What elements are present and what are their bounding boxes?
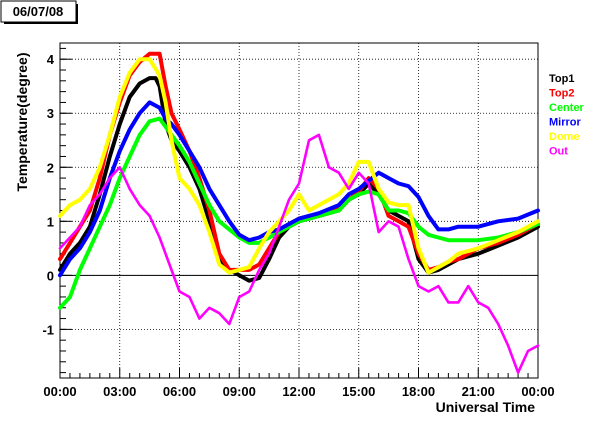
legend-entry-top1: Top1 <box>549 73 574 85</box>
x-tick-label: 03:00 <box>103 384 136 399</box>
x-axis-title: Universal Time <box>436 399 536 415</box>
series-line-center <box>58 116 540 310</box>
x-tick-label: 15:00 <box>342 384 375 399</box>
y-tick-label: 1 <box>47 214 54 229</box>
series-line-top2 <box>58 51 540 272</box>
series-line-out <box>58 133 540 374</box>
legend-entry-top2: Top2 <box>549 88 574 100</box>
x-tick-label: 00:00 <box>43 384 76 399</box>
legend-entry-center: Center <box>549 102 585 114</box>
series-line-mirror <box>58 100 540 278</box>
x-tick-label: 21:00 <box>462 384 495 399</box>
date-label: 06/07/08 <box>13 4 64 19</box>
legend-entry-mirror: Mirror <box>549 117 582 129</box>
legend: Top1 Top2 Center Mirror Dome Out <box>549 73 585 158</box>
legend-entry-dome: Dome <box>549 131 580 143</box>
date-box: 06/07/08 <box>0 0 78 24</box>
grid <box>60 43 538 378</box>
y-tick-label: 3 <box>47 106 54 121</box>
axes: 00:00 03:00 06:00 09:00 12:00 15:00 18:00 21:00… <box>42 47 555 399</box>
x-tick-label: 06:00 <box>163 384 196 399</box>
y-tick-label: 2 <box>47 160 54 175</box>
x-tick-label: 12:00 <box>282 384 315 399</box>
y-tick-label: -1 <box>42 322 54 337</box>
x-tick-label: 09:00 <box>223 384 256 399</box>
x-tick-label: 18:00 <box>402 384 435 399</box>
legend-entry-out: Out <box>549 146 568 158</box>
y-tick-label: 0 <box>47 268 54 283</box>
y-tick-label: 4 <box>47 52 55 67</box>
series-line-dome <box>58 57 540 275</box>
series-layer <box>58 51 540 374</box>
x-tick-label: 00:00 <box>521 384 554 399</box>
y-axis-title: Temperature(degree) <box>14 52 30 191</box>
